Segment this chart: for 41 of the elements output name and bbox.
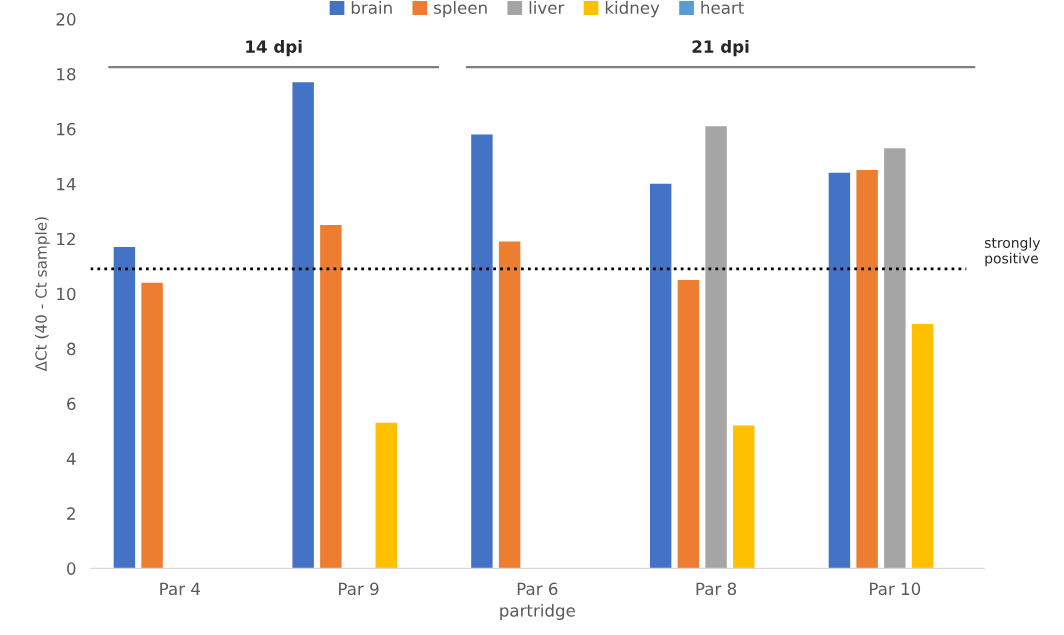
- y-tick-label: 16: [57, 122, 76, 136]
- bar: [733, 425, 755, 569]
- bar: [856, 170, 878, 569]
- y-axis-title: ΔCt (40 - Ct sample): [35, 217, 50, 372]
- bar: [471, 134, 493, 569]
- x-tick-label: Par 8: [696, 582, 737, 596]
- annotation: 21 dpi: [692, 40, 749, 57]
- annotation: 14 dpi: [246, 40, 302, 57]
- bar: [292, 82, 314, 569]
- y-tick-label: 20: [56, 13, 76, 26]
- legend-label: kidney: [605, 1, 660, 18]
- y-tick-label: 0: [67, 562, 76, 575]
- y-tick-label: 4: [66, 452, 76, 465]
- legend-label: spleen: [434, 1, 487, 18]
- legend-label: brain: [351, 1, 392, 14]
- x-axis-title: partridge: [500, 603, 575, 621]
- ref-line-label: strongly positive: [984, 237, 1041, 267]
- bar: [828, 172, 851, 569]
- bar: [141, 282, 163, 569]
- bar: [113, 247, 136, 569]
- bar: [498, 241, 521, 569]
- y-tick-label: 14: [57, 178, 76, 191]
- x-tick-label: Par 6: [517, 582, 558, 596]
- y-tick-label: 12: [57, 232, 75, 246]
- bar: [375, 422, 397, 569]
- y-tick-label: 2: [67, 507, 75, 520]
- bar: [705, 126, 727, 569]
- y-tick-label: 6: [67, 397, 76, 411]
- bar: [911, 323, 934, 569]
- bar: [677, 279, 700, 569]
- bar: [884, 148, 906, 569]
- bar: [320, 225, 342, 569]
- y-tick-label: 10: [57, 287, 76, 301]
- legend-label: liver: [529, 1, 565, 14]
- legend-label: heart: [701, 1, 744, 14]
- x-tick-label: Par 10: [870, 582, 921, 596]
- x-tick-label: Par 4: [160, 582, 201, 596]
- y-tick-label: 8: [67, 342, 76, 356]
- bar: [649, 183, 672, 569]
- x-tick-label: Par 9: [339, 582, 379, 596]
- y-tick-label: 18: [57, 67, 76, 81]
